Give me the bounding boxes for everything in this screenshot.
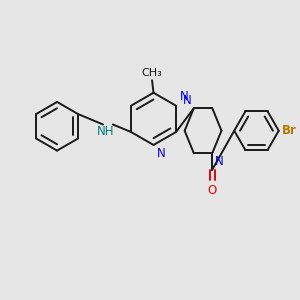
- Text: NH: NH: [97, 125, 115, 138]
- Text: N: N: [157, 147, 166, 160]
- Text: Br: Br: [282, 124, 297, 137]
- Text: N: N: [214, 155, 224, 168]
- Text: N: N: [183, 94, 191, 106]
- Text: CH₃: CH₃: [142, 68, 162, 79]
- Text: N: N: [180, 90, 188, 103]
- Text: O: O: [208, 184, 217, 196]
